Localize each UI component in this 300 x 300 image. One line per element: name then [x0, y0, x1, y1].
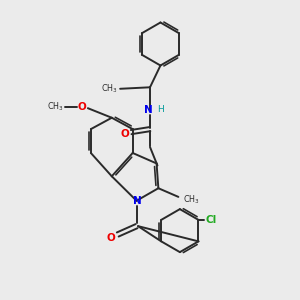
Text: O: O — [77, 102, 86, 112]
Text: O: O — [120, 129, 129, 139]
Text: N: N — [133, 196, 142, 206]
Text: N: N — [144, 105, 153, 115]
Text: CH$_3$: CH$_3$ — [183, 193, 200, 206]
Text: Cl: Cl — [206, 215, 217, 225]
Text: CH$_3$: CH$_3$ — [101, 82, 118, 95]
Text: H: H — [157, 105, 164, 114]
Text: CH$_3$: CH$_3$ — [46, 100, 63, 113]
Text: O: O — [107, 233, 116, 243]
